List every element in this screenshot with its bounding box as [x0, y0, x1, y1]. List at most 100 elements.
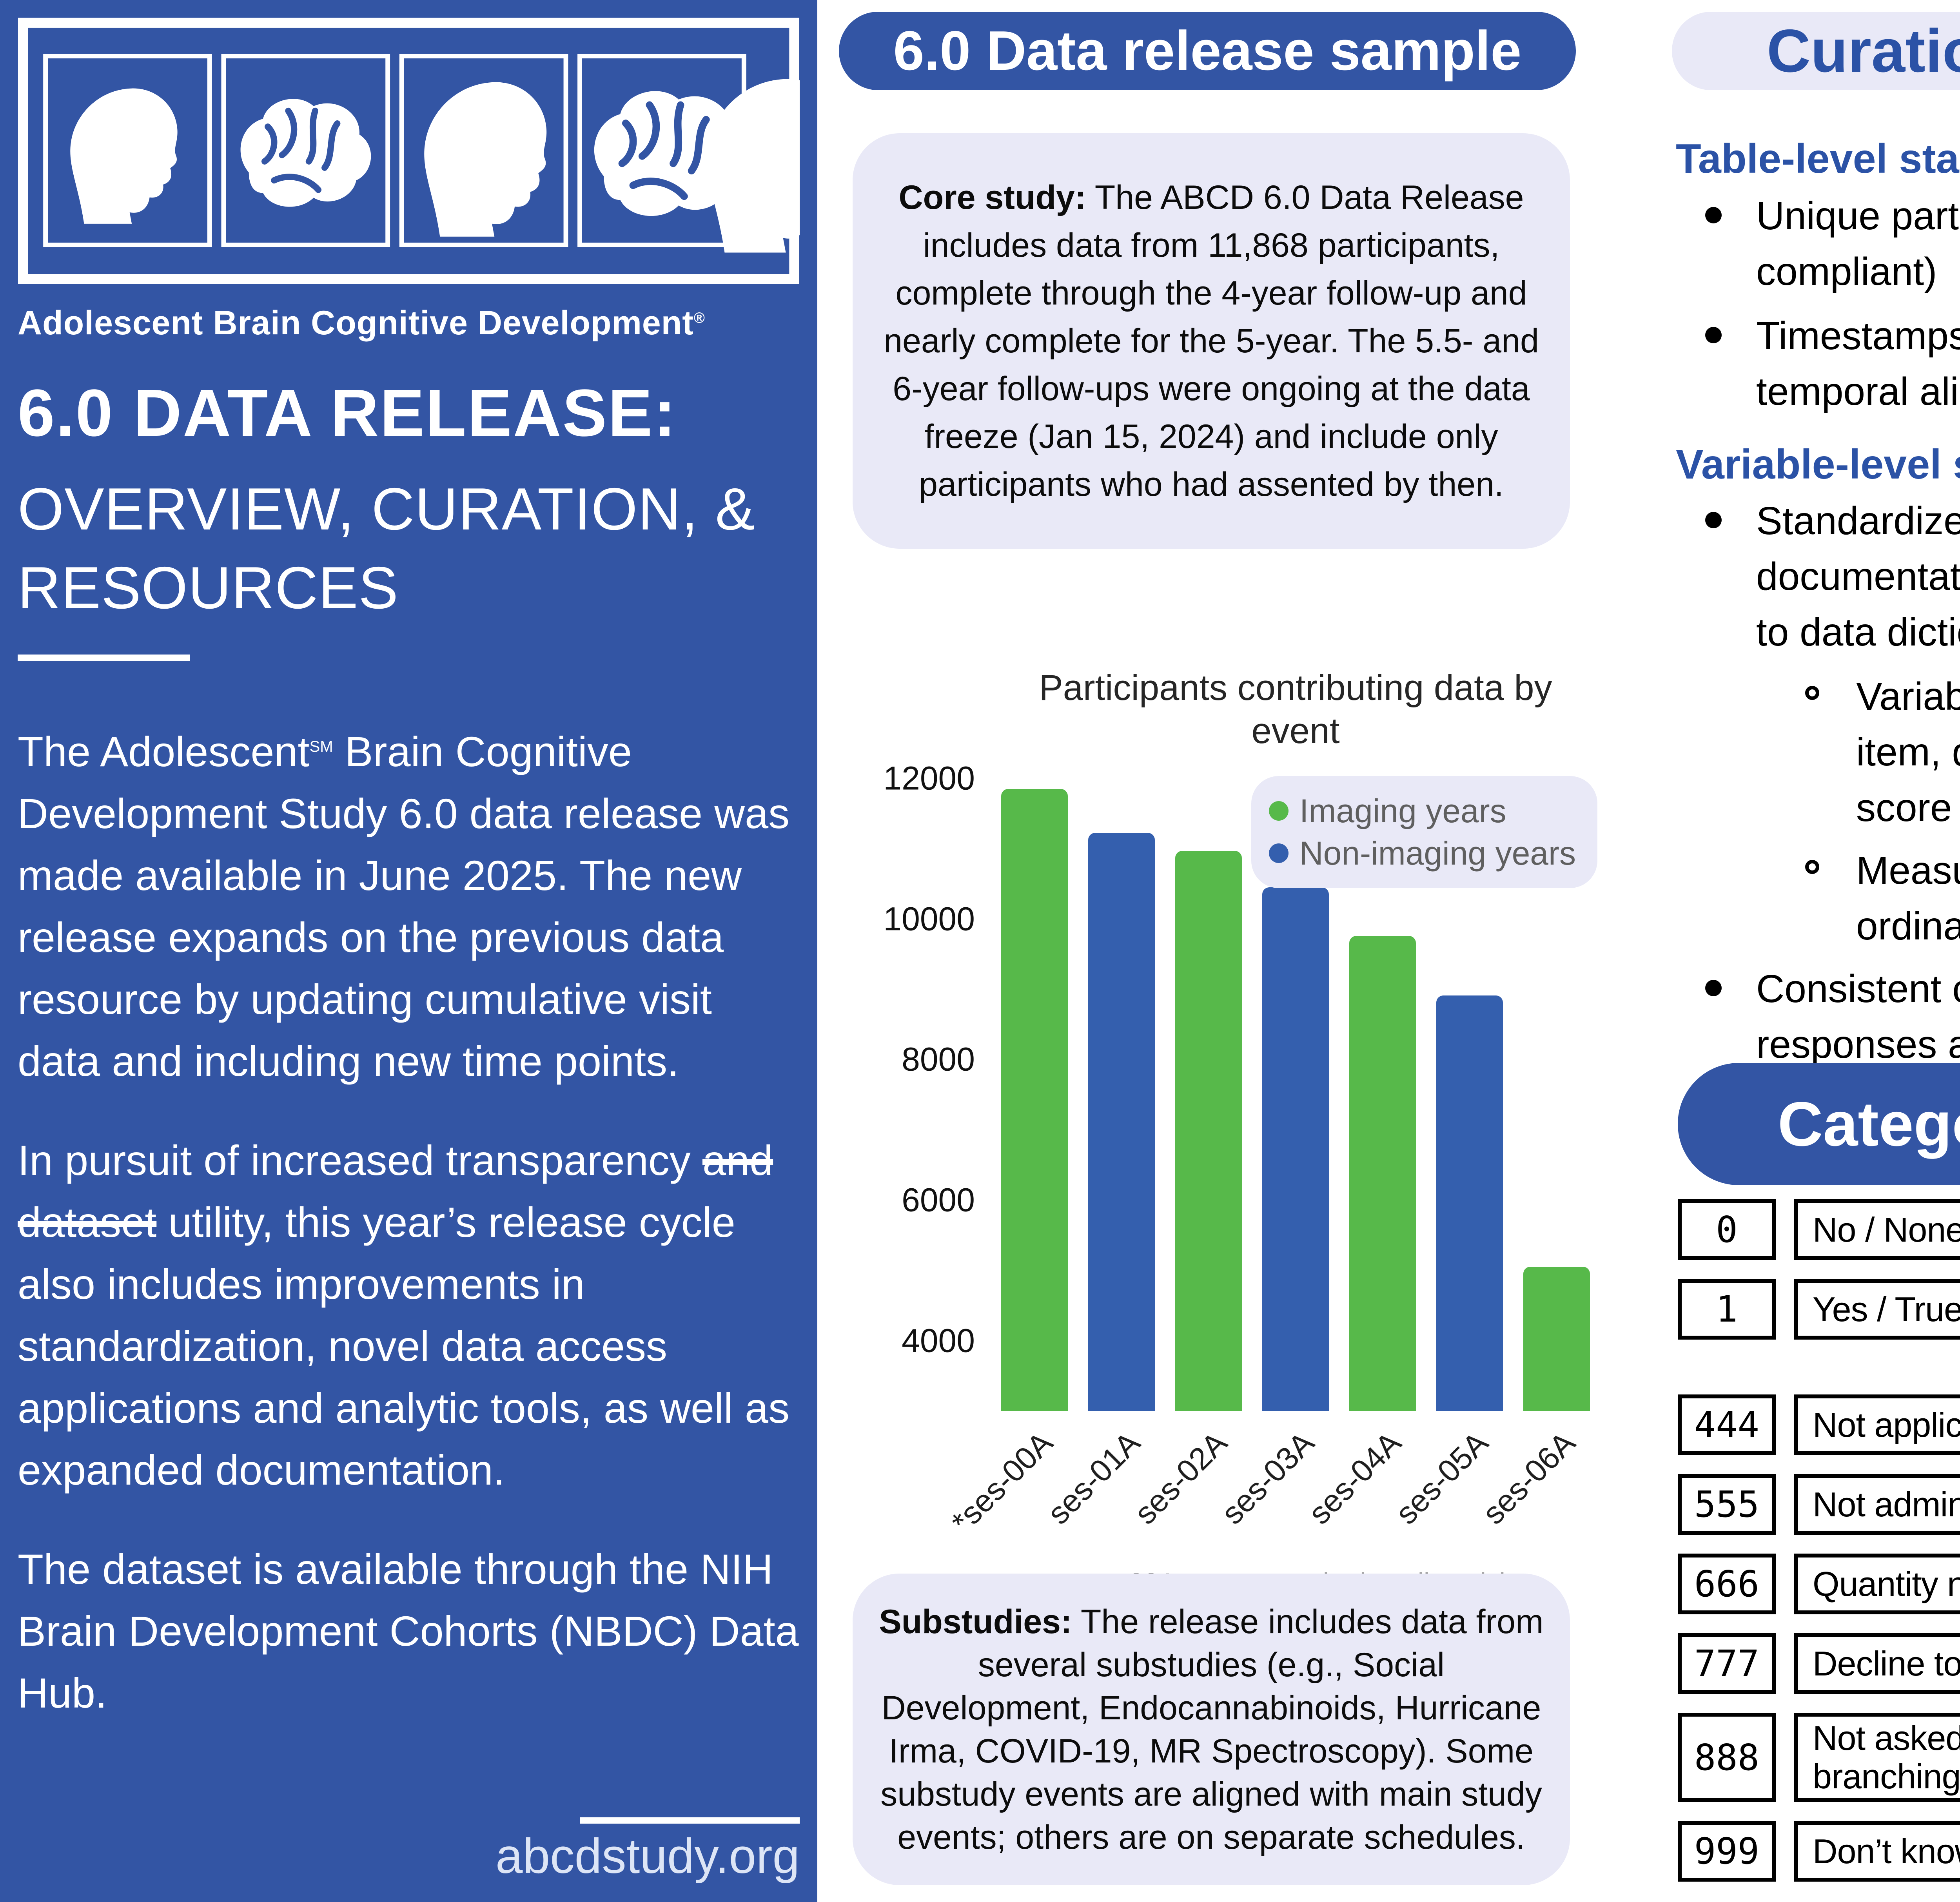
brain-icon — [241, 99, 371, 207]
table-level-heading: Table-level standards — [1676, 136, 1960, 182]
brand-wordmark: Adolescent Brain Cognitive Development® — [18, 304, 800, 343]
code-row: 555 Not administered — [1678, 1474, 1960, 1535]
substudies-text: Substudies: The release includes data fr… — [874, 1600, 1548, 1859]
x-tick-label: ses-01A — [1040, 1425, 1147, 1531]
bar-group: ses-05A — [1388, 764, 1503, 1531]
categorical-coding-table: 0 No / None / False 1 Yes / True 444 Not… — [1678, 1199, 1960, 1902]
section-header-data-release-sample: 6.0 Data release sample — [839, 12, 1576, 90]
website-url: abcdstudy.org — [495, 1829, 800, 1884]
head-silhouette-icon — [70, 88, 178, 224]
bar-group: ses-03A — [1214, 764, 1329, 1531]
head-silhouette-icon — [424, 82, 547, 237]
y-tick-label: 4000 — [902, 1322, 975, 1359]
bullet-text: Timestamps and participant age for tempo… — [1756, 314, 1960, 413]
chart-bars: *ses-00A ses-01A ses-02A ses-03A ses-04A ses-… — [945, 764, 1597, 1539]
bar-ses-03A — [1262, 887, 1329, 1411]
code-description: Not asked due to branching logic — [1794, 1713, 1960, 1802]
paragraph-text: utility, this year’s release cycle also … — [18, 1198, 790, 1494]
bullet-text: Consistent categorical coding for non-re… — [1756, 967, 1960, 1066]
substudies-box: Substudies: The release includes data fr… — [853, 1574, 1570, 1885]
footer-rule — [580, 1817, 800, 1824]
x-tick-label: *ses-00A — [945, 1425, 1060, 1540]
bullet-icon — [1705, 512, 1722, 528]
x-tick-label: ses-02A — [1127, 1425, 1234, 1531]
service-mark: SM — [309, 738, 333, 756]
bar-group: ses-04A — [1301, 764, 1416, 1531]
bar-ses-06A — [1523, 1267, 1590, 1411]
chart-legend: Imaging years Non-imaging years — [1251, 776, 1597, 888]
legend-dot-icon — [1269, 843, 1289, 863]
title-underline — [18, 655, 190, 661]
code-value: 777 — [1678, 1633, 1776, 1694]
code-value: 0 — [1678, 1199, 1776, 1260]
code-value: 444 — [1678, 1394, 1776, 1455]
code-value: 555 — [1678, 1474, 1776, 1535]
head-silhouette-icon — [707, 79, 800, 253]
bar-group: ses-02A — [1127, 764, 1242, 1531]
paragraph-text: In pursuit of increased transparency — [18, 1137, 702, 1184]
core-study-body: The ABCD 6.0 Data Release includes data … — [884, 179, 1539, 503]
code-row: 666 Quantity not sufficient — [1678, 1554, 1960, 1614]
section-header-categorical-coding: Categorical coding — [1678, 1063, 1960, 1185]
paragraph-text: The Adolescent — [18, 728, 310, 776]
poster-title-line1: 6.0 DATA RELEASE: — [18, 376, 677, 450]
poster-title-line2: OVERVIEW, CURATION, & RESOURCES — [18, 476, 755, 621]
binary-code-rows: 0 No / None / False 1 Yes / True — [1678, 1199, 1960, 1340]
substudies-body: The release includes data from several s… — [880, 1603, 1544, 1856]
bullet-item: Unique participant/session IDs (BIDS-com… — [1676, 188, 1960, 299]
table-level-bullet-list: Unique participant/session IDs (BIDS-com… — [1676, 188, 1960, 428]
code-row: 1 Yes / True — [1678, 1279, 1960, 1340]
bar-group: ses-01A — [1040, 764, 1155, 1531]
chart-plot: *ses-00A ses-01A ses-02A ses-03A ses-04A ses-… — [883, 760, 1597, 1539]
bar-ses-02A — [1175, 850, 1242, 1411]
nonresponse-code-rows: 444 Not applicable 555 Not administered … — [1678, 1394, 1960, 1882]
bar-ses-04A — [1349, 936, 1416, 1411]
legend-dot-icon — [1269, 801, 1289, 821]
bullet-icon — [1705, 327, 1722, 343]
code-value: 1 — [1678, 1279, 1776, 1340]
bullet-icon — [1705, 207, 1722, 223]
code-description: No / None / False — [1794, 1199, 1960, 1260]
variable-level-sub-list: Variable types: administrative, item, de… — [1676, 669, 1960, 954]
code-row: 444 Not applicable — [1678, 1394, 1960, 1455]
section-header-curation-standards: Curation standards — [1672, 12, 1960, 90]
legend-entry: Non-imaging years — [1269, 832, 1576, 874]
right-panel: Curation standards Table-level standards… — [1642, 0, 1960, 1902]
core-study-text: Core study: The ABCD 6.0 Data Release in… — [876, 174, 1546, 508]
bar-*ses-00A — [1001, 789, 1068, 1411]
x-tick-label: ses-06A — [1475, 1425, 1582, 1531]
abcd-logo — [18, 16, 800, 286]
bar-group: *ses-00A — [945, 764, 1068, 1539]
x-tick-label: ses-05A — [1388, 1425, 1495, 1531]
code-row: 777 Decline to answer — [1678, 1633, 1960, 1694]
y-tick-label: 8000 — [902, 1041, 975, 1078]
middle-panel: 6.0 Data release sample Core study: The … — [817, 0, 1642, 1902]
intro-paragraph-2: In pursuit of increased transparency and… — [18, 1130, 800, 1501]
sub-bullet-item: Variable types: administrative, item, de… — [1784, 669, 1960, 836]
participants-chart: Participants contributing data by event … — [817, 666, 1642, 1667]
code-row: 999 Don’t know — [1678, 1821, 1960, 1882]
sub-bullet-icon — [1805, 860, 1819, 874]
core-study-box: Core study: The ABCD 6.0 Data Release in… — [853, 133, 1570, 549]
brand-text: Adolescent Brain Cognitive Development — [18, 304, 694, 342]
bullet-text: Unique participant/session IDs (BIDS-com… — [1756, 194, 1960, 294]
code-row: 888 Not asked due to branching logic — [1678, 1713, 1960, 1802]
y-tick-label: 10000 — [883, 900, 975, 937]
code-value: 888 — [1678, 1713, 1776, 1802]
registered-mark: ® — [693, 310, 705, 326]
code-description: Not applicable — [1794, 1394, 1960, 1455]
core-study-label: Core study: — [898, 179, 1086, 216]
bullet-icon — [1705, 980, 1722, 996]
abcd-logo-graphic — [18, 18, 800, 284]
bar-ses-05A — [1436, 995, 1503, 1411]
code-description: Yes / True — [1794, 1279, 1960, 1340]
x-tick-label: ses-04A — [1301, 1425, 1408, 1531]
substudies-label: Substudies: — [879, 1603, 1072, 1641]
code-description: Decline to answer — [1794, 1633, 1960, 1694]
